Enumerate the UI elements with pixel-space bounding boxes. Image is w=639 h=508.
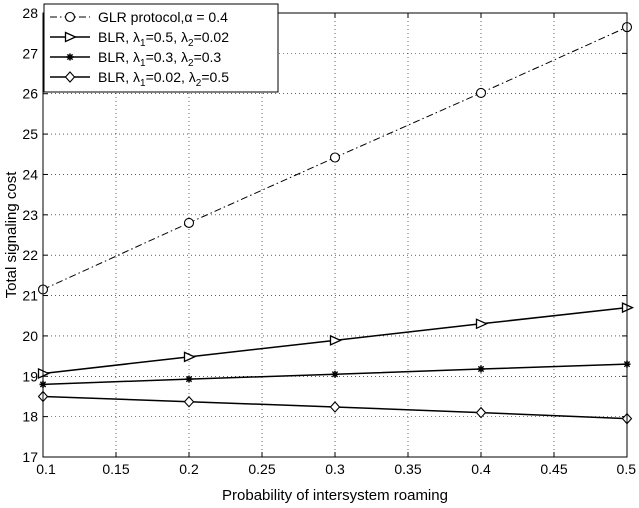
data-point [329, 401, 341, 413]
star-stroke [66, 53, 74, 61]
y-tick-label: 20 [22, 328, 38, 344]
x-tick-label: 0.4 [471, 461, 491, 477]
x-tick-label: 0.5 [617, 461, 637, 477]
star-stroke [331, 371, 339, 378]
legend-subscript: 2 [196, 78, 202, 89]
data-point [475, 87, 487, 98]
y-tick-label: 17 [22, 449, 38, 465]
data-point [331, 370, 339, 378]
y-tick-label: 19 [22, 368, 38, 384]
axis-ticks: 0.1 0.15 0.2 0.25 0.3 0.35 0.4 0.45 0.5 17 18 19 20 2… [22, 5, 636, 477]
legend-entry: BLR, λ1=0.5, λ2=0.02 [50, 29, 229, 49]
legend-subscript: 2 [188, 58, 194, 69]
series-1 [37, 22, 633, 295]
legend-text-part: BLR, λ [98, 29, 140, 45]
y-tick-label: 26 [22, 86, 38, 102]
legend-text-part: =0.02, λ [146, 69, 196, 85]
plot-frame [42, 12, 628, 458]
legend-marker [66, 53, 74, 61]
y-tick-label: 23 [22, 207, 38, 223]
x-tick-label: 0.3 [325, 461, 345, 477]
x-tick-label: 0.1 [36, 461, 56, 477]
legend-text-part: BLR, λ [98, 49, 140, 65]
data-point [477, 365, 485, 373]
y-tick-label: 28 [22, 5, 38, 21]
data-point [475, 318, 489, 330]
y-tick-label: 25 [22, 126, 38, 142]
legend-label: BLR, λ1=0.5, λ2=0.02 [98, 29, 229, 49]
data-point [329, 152, 341, 163]
x-axis-label: Probability of intersystem roaming [222, 487, 448, 504]
legend-subscript: 1 [140, 78, 146, 89]
data-point [185, 375, 193, 383]
y-axis-label: Total signaling cost [3, 171, 20, 299]
y-tick-label: 27 [22, 45, 38, 61]
legend-text-part: =0.3 [194, 49, 222, 65]
data-point [183, 217, 195, 228]
star-stroke [477, 365, 485, 373]
y-tick-label: 22 [22, 247, 38, 263]
x-tick-label: 0.25 [248, 461, 275, 477]
x-tick-label: 0.35 [394, 461, 421, 477]
legend-marker [64, 31, 78, 43]
legend-subscript: 2 [188, 38, 194, 49]
legend-marker [64, 71, 76, 83]
data-point [329, 334, 343, 346]
x-tick-label: 0.15 [102, 461, 129, 477]
legend-marker [64, 11, 76, 23]
legend-text-part: BLR, λ [98, 69, 140, 85]
legend-text-part: =0.5 [201, 69, 229, 85]
legend-subscript: 1 [140, 38, 146, 49]
data-point [183, 351, 197, 363]
series-layer [37, 22, 635, 425]
legend-text-part: =0.02 [194, 29, 230, 45]
legend-entry: GLR protocol,α = 0.4 [50, 9, 228, 25]
legend-label: GLR protocol,α = 0.4 [98, 9, 228, 25]
legend-text-part: =0.5, λ [146, 29, 188, 45]
legend-entry: BLR, λ1=0.02, λ2=0.5 [50, 69, 229, 89]
legend-label: BLR, λ1=0.02, λ2=0.5 [98, 69, 229, 89]
y-tick-label: 18 [22, 409, 38, 425]
data-point [475, 406, 487, 419]
y-tick-label: 24 [22, 166, 38, 182]
data-point [183, 395, 195, 408]
star-stroke [185, 375, 193, 383]
x-tick-label: 0.45 [540, 461, 567, 477]
legend-label: BLR, λ1=0.3, λ2=0.3 [98, 49, 221, 69]
y-tick-label: 21 [22, 288, 38, 304]
legend-entry: BLR, λ1=0.3, λ2=0.3 [50, 49, 221, 69]
legend-subscript: 1 [140, 58, 146, 69]
legend-text-part: =0.3, λ [146, 49, 188, 65]
x-tick-label: 0.2 [179, 461, 199, 477]
